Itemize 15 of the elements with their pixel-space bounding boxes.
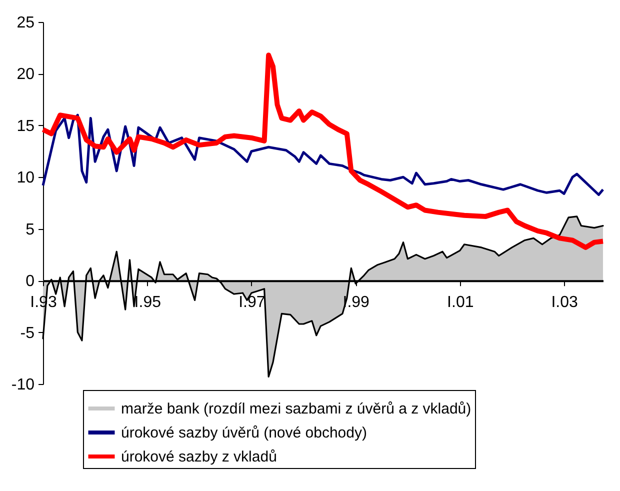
y-tick-label: -5 <box>20 324 35 342</box>
y-tick-label: 5 <box>26 221 35 238</box>
x-tick-label: I.97 <box>238 294 266 312</box>
x-tick-label: I.95 <box>134 294 162 312</box>
legend-label: úrokové sazby úvěrů (nové obchody) <box>121 424 367 442</box>
y-tick-label: 15 <box>16 118 35 135</box>
y-tick-label: 10 <box>16 170 35 187</box>
x-tick-label: I.03 <box>551 294 578 312</box>
y-tick-label: 20 <box>16 66 35 84</box>
y-tick-label: 0 <box>26 273 35 290</box>
legend-label: marže bank (rozdíl mezi sazbami z úvěrů a z vkladů) <box>121 400 472 418</box>
y-tick-label: -10 <box>11 376 35 394</box>
legend-label: úrokové sazby z vkladů <box>121 448 277 466</box>
x-tick-label: I.01 <box>447 294 474 312</box>
y-tick-label: 25 <box>16 14 35 32</box>
